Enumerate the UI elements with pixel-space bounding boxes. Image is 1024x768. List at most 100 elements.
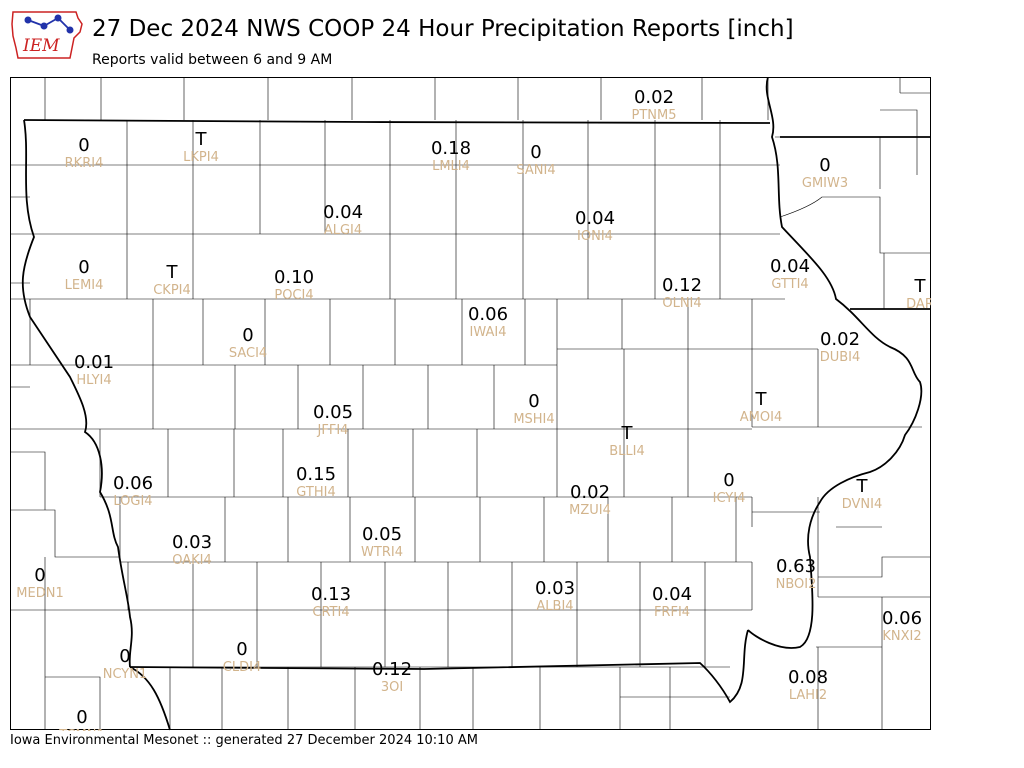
station-id: LKPI4: [183, 150, 219, 165]
iowa-south-border: [129, 629, 749, 704]
station-id: IONI4: [577, 229, 613, 244]
precip-value: 0.06: [882, 608, 922, 629]
precip-value: T: [166, 262, 179, 283]
station-id: MZUI4: [569, 503, 611, 518]
station-id: SACI4: [229, 346, 267, 361]
station-id: ALGI4: [324, 223, 362, 238]
precip-value: 0.05: [313, 402, 353, 423]
station-id: NCYN1: [103, 667, 148, 682]
station-id: SANI4: [516, 163, 555, 178]
station-id: JFFI4: [317, 423, 349, 438]
precip-value: 0.06: [113, 473, 153, 494]
station-id: NBOI2: [776, 577, 817, 592]
iowa-east-border: [747, 77, 923, 649]
precip-value: 0: [819, 155, 830, 176]
station-id: LEMI4: [65, 278, 104, 293]
station-id: 3OI: [381, 680, 403, 695]
station-tcmn1: 0TCMN1: [58, 707, 104, 731]
station-id: FRFI4: [654, 605, 690, 620]
precip-value: 0.10: [274, 267, 314, 288]
precip-value: 0.08: [788, 667, 828, 688]
logo-network-icon: [24, 14, 74, 34]
station-id: OAKI4: [172, 553, 212, 568]
logo-text: IEM: [22, 36, 60, 56]
station-id: PTNM5: [632, 108, 677, 123]
station-id: KNXI2: [882, 629, 921, 644]
precip-value: 0.04: [652, 584, 692, 605]
station-id: DAR: [906, 297, 931, 312]
precip-value: 0.01: [74, 352, 114, 373]
precip-value: 0: [528, 391, 539, 412]
missouri-river-south: [129, 666, 171, 731]
iowa-north-border: [23, 119, 771, 124]
station-id: GTTI4: [771, 277, 808, 292]
footer-credit: Iowa Environmental Mesonet :: generated …: [10, 733, 478, 748]
iowa-west-border: [21, 119, 133, 668]
station-id: CKPI4: [153, 283, 191, 298]
station-id: GMIW3: [802, 176, 848, 191]
precip-value: T: [914, 276, 927, 297]
precip-value: 0: [236, 639, 247, 660]
precip-value: 0.12: [662, 275, 702, 296]
precip-value: 0.15: [296, 464, 336, 485]
station-id: IWAI4: [470, 325, 507, 340]
page-title: 27 Dec 2024 NWS COOP 24 Hour Precipitati…: [92, 16, 794, 42]
precip-value: 0: [76, 707, 87, 728]
station-id: POCI4: [274, 288, 313, 303]
iem-logo: IEM: [11, 11, 83, 59]
precip-value: 0.04: [770, 256, 810, 277]
precip-value: 0.02: [570, 482, 610, 503]
precip-value: 0: [78, 135, 89, 156]
precip-value: 0.13: [311, 584, 351, 605]
station-id: GTHI4: [296, 485, 335, 500]
station-id: MEDN1: [16, 586, 63, 601]
precip-value: 0: [119, 646, 130, 667]
precip-value: 0.03: [535, 578, 575, 599]
precip-value: T: [195, 129, 208, 150]
station-id: WTRI4: [361, 545, 403, 560]
station-id: CLDI4: [223, 660, 261, 675]
precip-value: 0.02: [634, 87, 674, 108]
station-id: TCMN1: [58, 728, 104, 731]
station-id: RKRI4: [65, 156, 104, 171]
precip-value: 0: [242, 325, 253, 346]
station-id: ICYI4: [713, 491, 746, 506]
station-id: CRTI4: [312, 605, 349, 620]
precip-value: 0: [34, 565, 45, 586]
precip-value: 0: [723, 470, 734, 491]
precip-value: 0.05: [362, 524, 402, 545]
precip-value: T: [755, 389, 768, 410]
station-id: LAHI2: [789, 688, 827, 703]
precip-value: 0.12: [372, 659, 412, 680]
precip-value: 0.02: [820, 329, 860, 350]
county-lines: [10, 77, 931, 730]
precip-value: T: [621, 423, 634, 444]
precip-value: T: [856, 476, 869, 497]
station-id: AMOI4: [740, 410, 782, 425]
